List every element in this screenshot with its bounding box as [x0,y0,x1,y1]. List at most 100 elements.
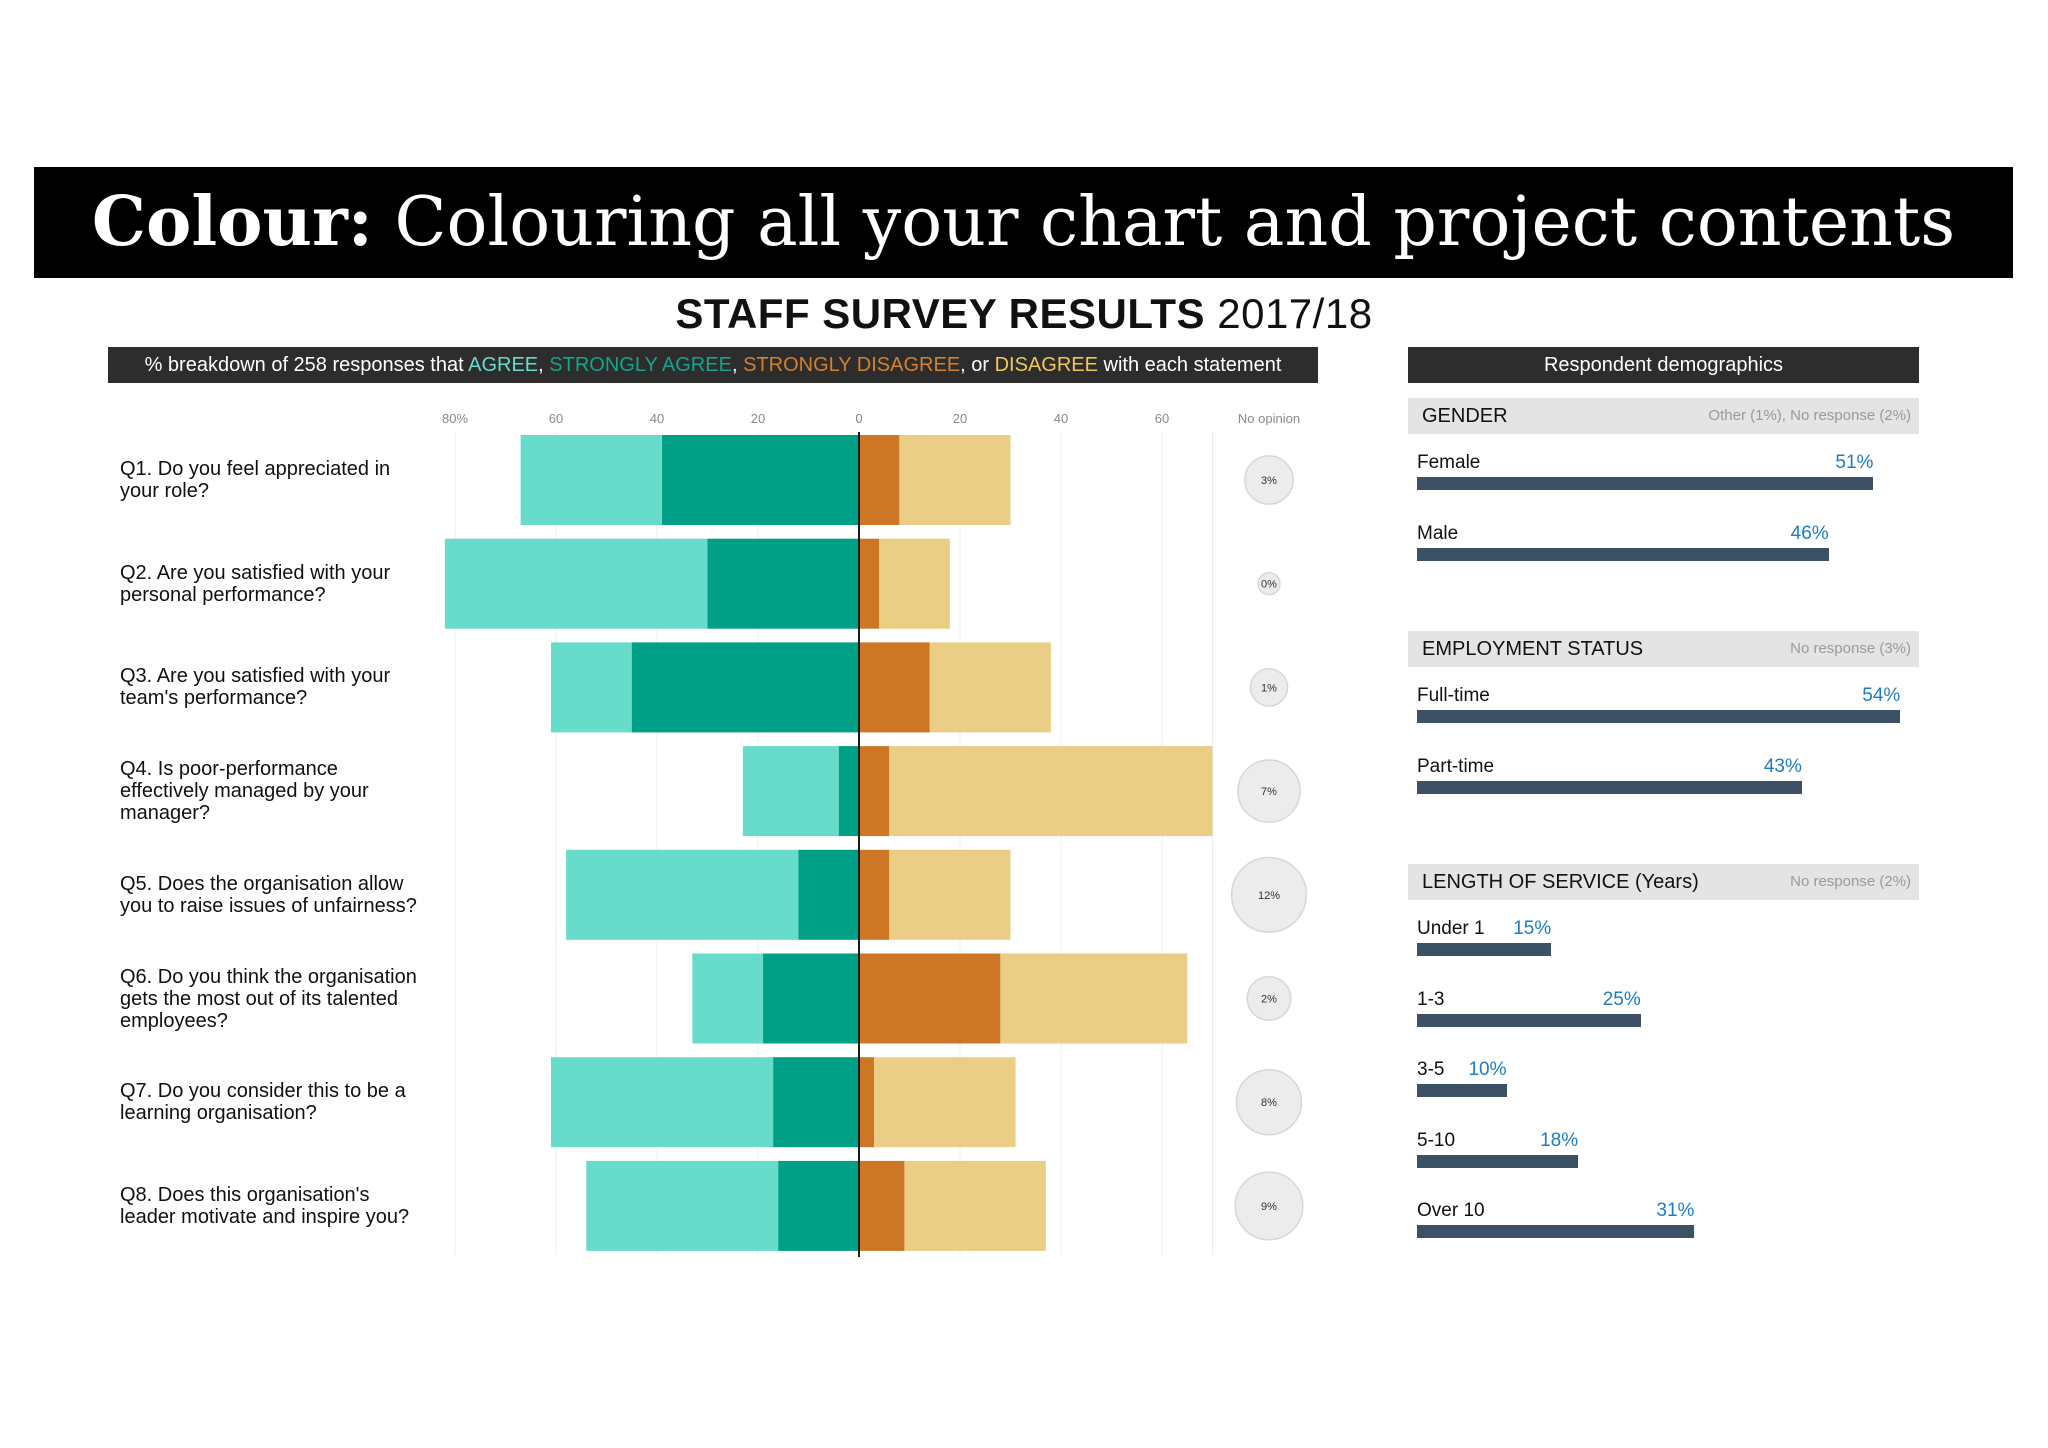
demographics-section-header: EMPLOYMENT STATUS No response (3%) [1408,631,1919,667]
demographic-row: 5-10 18% [1417,1129,1579,1170]
demographic-percent: 54% [1862,685,1901,706]
demographic-percent: 51% [1835,452,1874,473]
demographic-percent: 18% [1540,1129,1579,1151]
demographic-label: 5-10 [1417,1129,1456,1151]
bar-strongly-agree [662,435,859,525]
question-label: Q3. Are you satisfied with your team's p… [120,665,391,710]
demographic-percent: 25% [1602,988,1641,1010]
legend-agree: AGREE [468,354,539,376]
legend-suffix: with each statement [1097,354,1282,376]
banner-bold: Colour: [91,182,373,262]
bar-strongly-agree [773,1057,859,1148]
section-note: Other (1%), No response (2%) [1708,407,1911,424]
legend-disagree: DISAGREE [994,354,1098,376]
demographic-row: 3-5 10% [1417,1059,1507,1099]
demographic-row: Over 10 31% [1417,1200,1695,1240]
demographic-bar [1417,710,1901,723]
no-opinion-bubble [1249,668,1289,707]
section-title: GENDER [1422,405,1508,427]
survey-title-year: 2017/18 [1205,290,1373,337]
bar-disagree [929,642,1051,733]
bar-agree [550,1057,774,1148]
bar-strongly-agree [631,642,859,733]
legend-sep-2: , [731,354,744,376]
bar-agree [742,746,839,837]
no-opinion-value: 8% [1261,1097,1277,1109]
demographic-label: 3-5 [1417,1059,1445,1080]
demographic-row: Under 1 15% [1417,918,1552,958]
demographic-label: Part-time [1417,755,1495,777]
demographic-bar [1417,477,1874,490]
question-label: Q5. Does the organisation allow you to r… [120,872,417,917]
demographic-percent: 31% [1656,1200,1695,1221]
bar-strongly-agree [707,538,859,629]
demographics-section-header: LENGTH OF SERVICE (Years) No response (2%… [1408,864,1919,900]
question-label: Q7. Do you consider this to be a learnin… [120,1080,406,1125]
no-opinion-value: 1% [1261,682,1277,694]
bar-disagree [904,1160,1046,1251]
demographic-label: Female [1417,452,1481,473]
no-opinion-bubble [1244,455,1294,505]
bar-strongly-disagree [859,642,930,733]
axis-tick-label: 20 [751,411,765,426]
banner: Colour: Colouring all your chart and pro… [34,167,2013,278]
legend-sep-1: , [538,354,550,376]
bar-strongly-agree [798,849,859,940]
axis-tick-label: 60 [549,411,563,426]
bar-disagree [889,746,1213,837]
no-opinion-bubble [1246,976,1292,1021]
bar-disagree [889,849,1011,940]
bar-agree [586,1160,779,1251]
section-note: No response (3%) [1790,640,1911,657]
bar-agree [520,435,663,525]
no-opinion-value: 3% [1261,475,1277,487]
bar-strongly-agree [838,746,859,837]
demographic-bar [1417,1084,1507,1097]
bar-strongly-disagree [859,1057,875,1148]
no-opinion-bubble [1257,571,1281,596]
demographic-bar [1417,1154,1579,1168]
bar-agree [550,642,632,733]
demographic-percent: 46% [1790,522,1829,544]
demographic-bar [1417,1013,1641,1027]
legend-prefix: % breakdown of 258 responses that [144,354,469,376]
section-title: LENGTH OF SERVICE (Years) [1422,871,1699,893]
bar-strongly-disagree [859,849,890,940]
no-opinion-bubble [1237,759,1301,823]
demographic-row: 1-3 25% [1417,989,1641,1029]
demographic-bar [1417,943,1552,956]
demographic-percent: 15% [1513,918,1552,939]
axis-tick-label: 40 [1054,411,1068,426]
bar-strongly-disagree [859,953,1001,1044]
legend-strongly-agree: STRONGLY AGREE [549,354,732,376]
axis-tick-label: 60 [1155,411,1169,426]
bar-strongly-agree [763,953,859,1044]
demographic-percent: 10% [1468,1059,1507,1080]
bar-strongly-disagree [859,746,890,837]
bar-strongly-agree [778,1160,859,1251]
legend-sep-3: , or [960,354,995,376]
question-label: Q1. Do you feel appreciated in your role… [120,458,391,502]
legend-strongly-disagree: STRONGLY DISAGREE [743,354,961,376]
banner-text: Colouring all your chart and project con… [372,183,1956,262]
demographic-bar [1417,780,1802,794]
demographic-row: Female 51% [1417,452,1874,492]
question-label: Q8. Does this organisation's leader moti… [120,1183,410,1228]
no-opinion-header: No opinion [1238,411,1300,426]
demographic-row: Male 46% [1417,523,1829,563]
demographic-label: Full-time [1417,685,1490,706]
demographic-bar [1417,1225,1695,1238]
bar-disagree [874,1057,1016,1148]
demographic-row: Part-time 43% [1417,756,1802,796]
axis-tick-label: 40 [650,411,664,426]
bar-agree [444,538,708,629]
axis-tick-label: 80% [442,411,468,426]
no-opinion-value: 7% [1261,786,1277,798]
demographic-bar [1417,547,1829,561]
bar-strongly-disagree [859,538,880,629]
demographic-label: Under 1 [1417,918,1485,939]
question-label: Q6. Do you think the organisation gets t… [120,965,417,1032]
no-opinion-value: 12% [1258,890,1280,902]
axis-tick-label: 0 [855,411,862,426]
demographic-label: Male [1417,522,1459,544]
